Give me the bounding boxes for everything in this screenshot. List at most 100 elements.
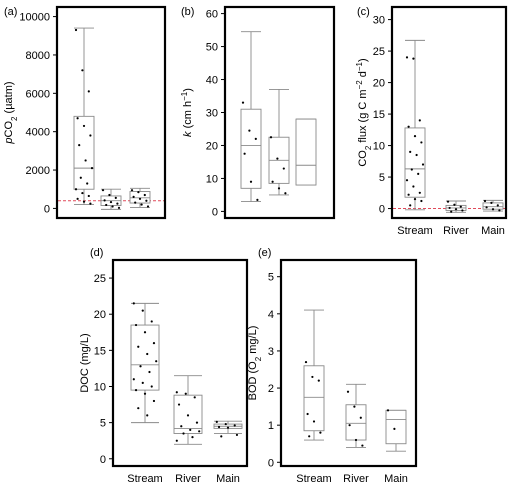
plot-frame <box>55 5 167 220</box>
box-main <box>129 191 151 204</box>
data-point <box>217 425 221 429</box>
data-point <box>405 56 409 59</box>
panel-label: (c) <box>357 6 370 18</box>
y-tick-label: 4000 <box>26 127 50 139</box>
panel-label: (a) <box>4 6 17 18</box>
y-tick-label: 1 <box>268 420 274 432</box>
data-point <box>150 385 153 388</box>
data-point <box>146 352 149 356</box>
data-point <box>150 320 153 323</box>
data-point <box>405 179 409 182</box>
data-point <box>319 431 322 434</box>
data-point <box>418 191 421 194</box>
data-point <box>277 187 281 190</box>
data-point <box>308 435 311 438</box>
data-point <box>461 209 464 212</box>
y-tick-label: 0 <box>212 206 218 218</box>
data-point <box>134 201 137 204</box>
y-axis-label: DOC (mg/L) <box>79 333 91 392</box>
data-point <box>84 159 87 162</box>
data-point <box>386 409 390 412</box>
data-point <box>235 433 239 437</box>
data-point <box>195 421 199 424</box>
data-point <box>448 206 451 210</box>
y-tick-label: 0 <box>44 203 50 215</box>
data-point <box>412 185 415 188</box>
data-point <box>141 381 144 384</box>
panel-label: (d) <box>90 247 103 259</box>
data-point <box>420 199 423 203</box>
y-tick-label: 5 <box>268 272 274 284</box>
category-label: Stream <box>397 225 432 237</box>
data-point <box>87 194 90 198</box>
y-tick-label: 5 <box>379 172 385 184</box>
data-point <box>111 205 114 208</box>
data-point <box>89 202 92 205</box>
data-point <box>317 379 320 382</box>
plot-frame <box>111 258 249 468</box>
data-point <box>215 420 218 424</box>
data-point <box>191 435 194 439</box>
y-tick-label: 10 <box>94 381 106 393</box>
data-point <box>140 203 143 206</box>
y-tick-label: 3 <box>268 346 274 358</box>
data-point <box>420 141 423 144</box>
data-point <box>198 430 201 433</box>
data-point <box>82 200 86 203</box>
box-river <box>345 404 367 441</box>
data-point <box>193 396 196 399</box>
data-point <box>189 428 192 431</box>
data-point <box>498 209 501 212</box>
data-point <box>226 426 230 429</box>
y-tick-label: 40 <box>206 75 218 87</box>
data-point <box>152 399 156 403</box>
data-point <box>450 210 453 213</box>
box-stream <box>404 127 426 198</box>
data-point <box>155 360 158 363</box>
data-point <box>453 203 456 206</box>
data-point <box>413 135 417 138</box>
data-point <box>146 414 149 417</box>
data-point <box>186 414 190 417</box>
data-point <box>254 137 257 140</box>
data-point <box>81 69 84 72</box>
data-point <box>89 134 92 137</box>
data-point <box>82 124 86 128</box>
data-point <box>304 360 308 364</box>
y-tick-label: 0 <box>100 454 106 466</box>
data-point <box>446 200 450 203</box>
box-stream <box>73 115 95 190</box>
category-label: Main <box>384 473 408 482</box>
y-axis-label: pCO2 (µatm) <box>3 81 19 144</box>
category-label: Stream <box>296 473 331 482</box>
y-tick-label: 20 <box>206 140 218 152</box>
data-point <box>485 206 488 209</box>
data-point <box>138 197 142 200</box>
data-point <box>137 407 140 410</box>
data-point <box>269 136 273 139</box>
data-point <box>306 412 309 416</box>
box-stream <box>303 365 325 432</box>
data-point <box>177 403 181 406</box>
data-point <box>413 198 417 201</box>
data-point <box>79 176 82 179</box>
data-point <box>132 378 135 381</box>
data-point <box>180 425 183 428</box>
box-main <box>385 409 407 445</box>
data-point <box>137 345 140 348</box>
y-axis-label: k (cm h−1) <box>180 88 195 137</box>
data-point <box>421 163 425 166</box>
y-tick-label: 0 <box>379 204 385 216</box>
data-point <box>130 189 134 192</box>
y-tick-label: 10 <box>206 173 218 185</box>
data-point <box>74 28 78 32</box>
data-point <box>459 205 462 208</box>
category-label: Main <box>216 473 240 482</box>
data-point <box>184 392 187 395</box>
y-tick-label: 25 <box>373 46 385 58</box>
data-point <box>175 439 178 442</box>
y-tick-label: 30 <box>206 108 218 120</box>
data-point <box>407 125 410 128</box>
category-label: River <box>443 225 469 237</box>
y-axis-label: BOD (O2 mg/L) <box>247 326 263 401</box>
